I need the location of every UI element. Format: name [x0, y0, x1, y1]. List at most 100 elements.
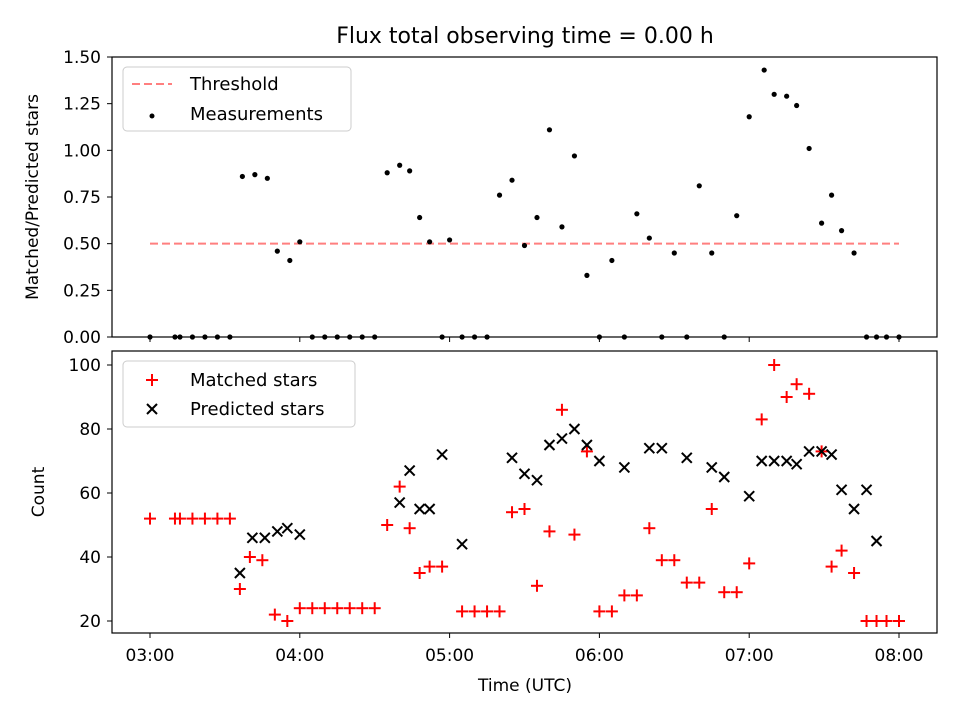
predicted-star-point	[281, 522, 294, 534]
predicted-star-point	[234, 567, 246, 579]
predicted-star-marker-b	[768, 455, 780, 467]
matched-star-point	[413, 567, 426, 579]
measurement-point	[496, 192, 503, 198]
predicted-star-marker-b	[281, 522, 294, 534]
predicted-star-marker-b	[413, 503, 426, 515]
count-y-tick-label: 60	[79, 484, 101, 504]
measurements-legend-swatch	[149, 113, 155, 119]
matched-star-point	[605, 605, 618, 618]
ratio-legend-box	[122, 66, 352, 132]
predicted-star-point	[259, 532, 271, 544]
matched-star-point	[281, 615, 294, 627]
predicted-star-marker-b	[825, 448, 838, 461]
matched-star-point	[456, 605, 469, 618]
matched-star-point	[306, 602, 319, 615]
measurement-point	[819, 220, 825, 226]
measurement-point	[252, 172, 258, 178]
matched-legend-swatch	[146, 374, 158, 386]
matched-star-point	[393, 480, 406, 493]
ratio-panel: 0.00 0.25 0.50 0.75 1.00 1.25 1.50 Matched/Pre…	[23, 48, 938, 348]
predicted-star-marker-b	[531, 474, 543, 486]
count-x-tick-label: 05:00	[425, 646, 474, 666]
matched-star-point	[568, 528, 581, 541]
matched-star-point	[803, 387, 816, 400]
matched-star-point	[848, 567, 861, 579]
measurement-point	[634, 211, 640, 217]
predicted-star-point	[618, 461, 631, 474]
predicted-star-marker-b	[848, 503, 860, 515]
predicted-star-marker-b	[743, 490, 755, 502]
predicted-star-marker-b	[568, 423, 581, 435]
ratio-legend: Threshold Measurements	[122, 66, 352, 132]
count-y-axis-label: Count	[29, 466, 49, 517]
ratio-y-tick-label: 0.75	[63, 188, 101, 208]
measurement-point	[447, 237, 453, 243]
measurement-point	[384, 170, 390, 176]
measurement-point	[784, 93, 790, 99]
figure-title: Flux total observing time = 0.00 h	[336, 24, 714, 49]
predicted-star-marker-b	[436, 448, 448, 461]
measurement-point	[734, 213, 740, 219]
measurement-point	[646, 235, 652, 241]
ratio-y-tick-label: 1.25	[63, 95, 101, 115]
predicted-star-point	[568, 423, 581, 435]
predicted-star-point	[271, 525, 284, 538]
predicted-star-point	[860, 484, 873, 496]
matched-star-point	[893, 615, 905, 627]
matched-star-point	[506, 506, 519, 519]
predicted-star-marker-b	[456, 538, 468, 550]
predicted-star-marker-b	[246, 532, 259, 544]
matched-star-point	[243, 551, 256, 563]
measurement-point	[397, 162, 403, 168]
predicted-star-marker-b	[706, 461, 718, 474]
matched-star-point	[705, 503, 718, 515]
predicted-star-point	[848, 503, 860, 515]
matched-star-point	[768, 359, 781, 371]
count-y-tick-label: 100	[69, 356, 101, 376]
predicted-star-marker-b	[835, 484, 848, 496]
matched-star-point	[655, 554, 668, 567]
matched-star-point	[780, 391, 793, 403]
measurement-point	[509, 177, 515, 183]
predicted-star-point	[718, 471, 730, 483]
ratio-y-tick-label: 0.00	[63, 328, 101, 348]
predicted-star-point	[403, 464, 416, 477]
predicted-star-marker-b	[815, 445, 828, 458]
predicted-star-marker-b	[259, 532, 271, 544]
measurement-point	[771, 91, 777, 97]
predicted-star-point	[870, 535, 883, 547]
predicted-star-point	[643, 442, 656, 454]
measurement-point	[794, 102, 800, 109]
matched-star-point	[630, 589, 643, 602]
predicted-star-point	[518, 468, 531, 480]
predicted-star-point	[556, 432, 568, 445]
matched-star-point	[493, 605, 506, 618]
predicted-star-point	[393, 496, 406, 509]
predicted-star-point	[531, 474, 543, 486]
count-legend: Matched stars Predicted stars	[122, 360, 356, 428]
measurement-point	[671, 250, 677, 256]
predicted-star-point	[246, 532, 259, 544]
predicted-star-marker-b	[506, 452, 518, 464]
predicted-star-point	[803, 445, 815, 458]
matched-star-point	[256, 554, 269, 567]
predicted-star-point	[506, 452, 518, 464]
matched-star-point	[211, 512, 224, 525]
matched-star-point	[543, 525, 556, 538]
measurement-point	[709, 250, 715, 256]
predicted-star-point	[423, 503, 436, 515]
predicted-star-marker-b	[271, 525, 284, 538]
matched-star-point	[530, 579, 543, 592]
matched-star-point	[468, 605, 481, 618]
predicted-star-marker-b	[556, 432, 568, 445]
measurement-point	[609, 257, 615, 264]
count-y-tick-label: 40	[79, 548, 101, 568]
measurement-point	[287, 257, 293, 264]
predicted-star-point	[835, 484, 848, 496]
matched-star-point	[718, 586, 731, 599]
matched-star-point	[233, 583, 246, 595]
predicted-star-marker-b	[870, 535, 883, 547]
matched-star-point	[825, 560, 838, 573]
measurement-point	[417, 214, 423, 221]
